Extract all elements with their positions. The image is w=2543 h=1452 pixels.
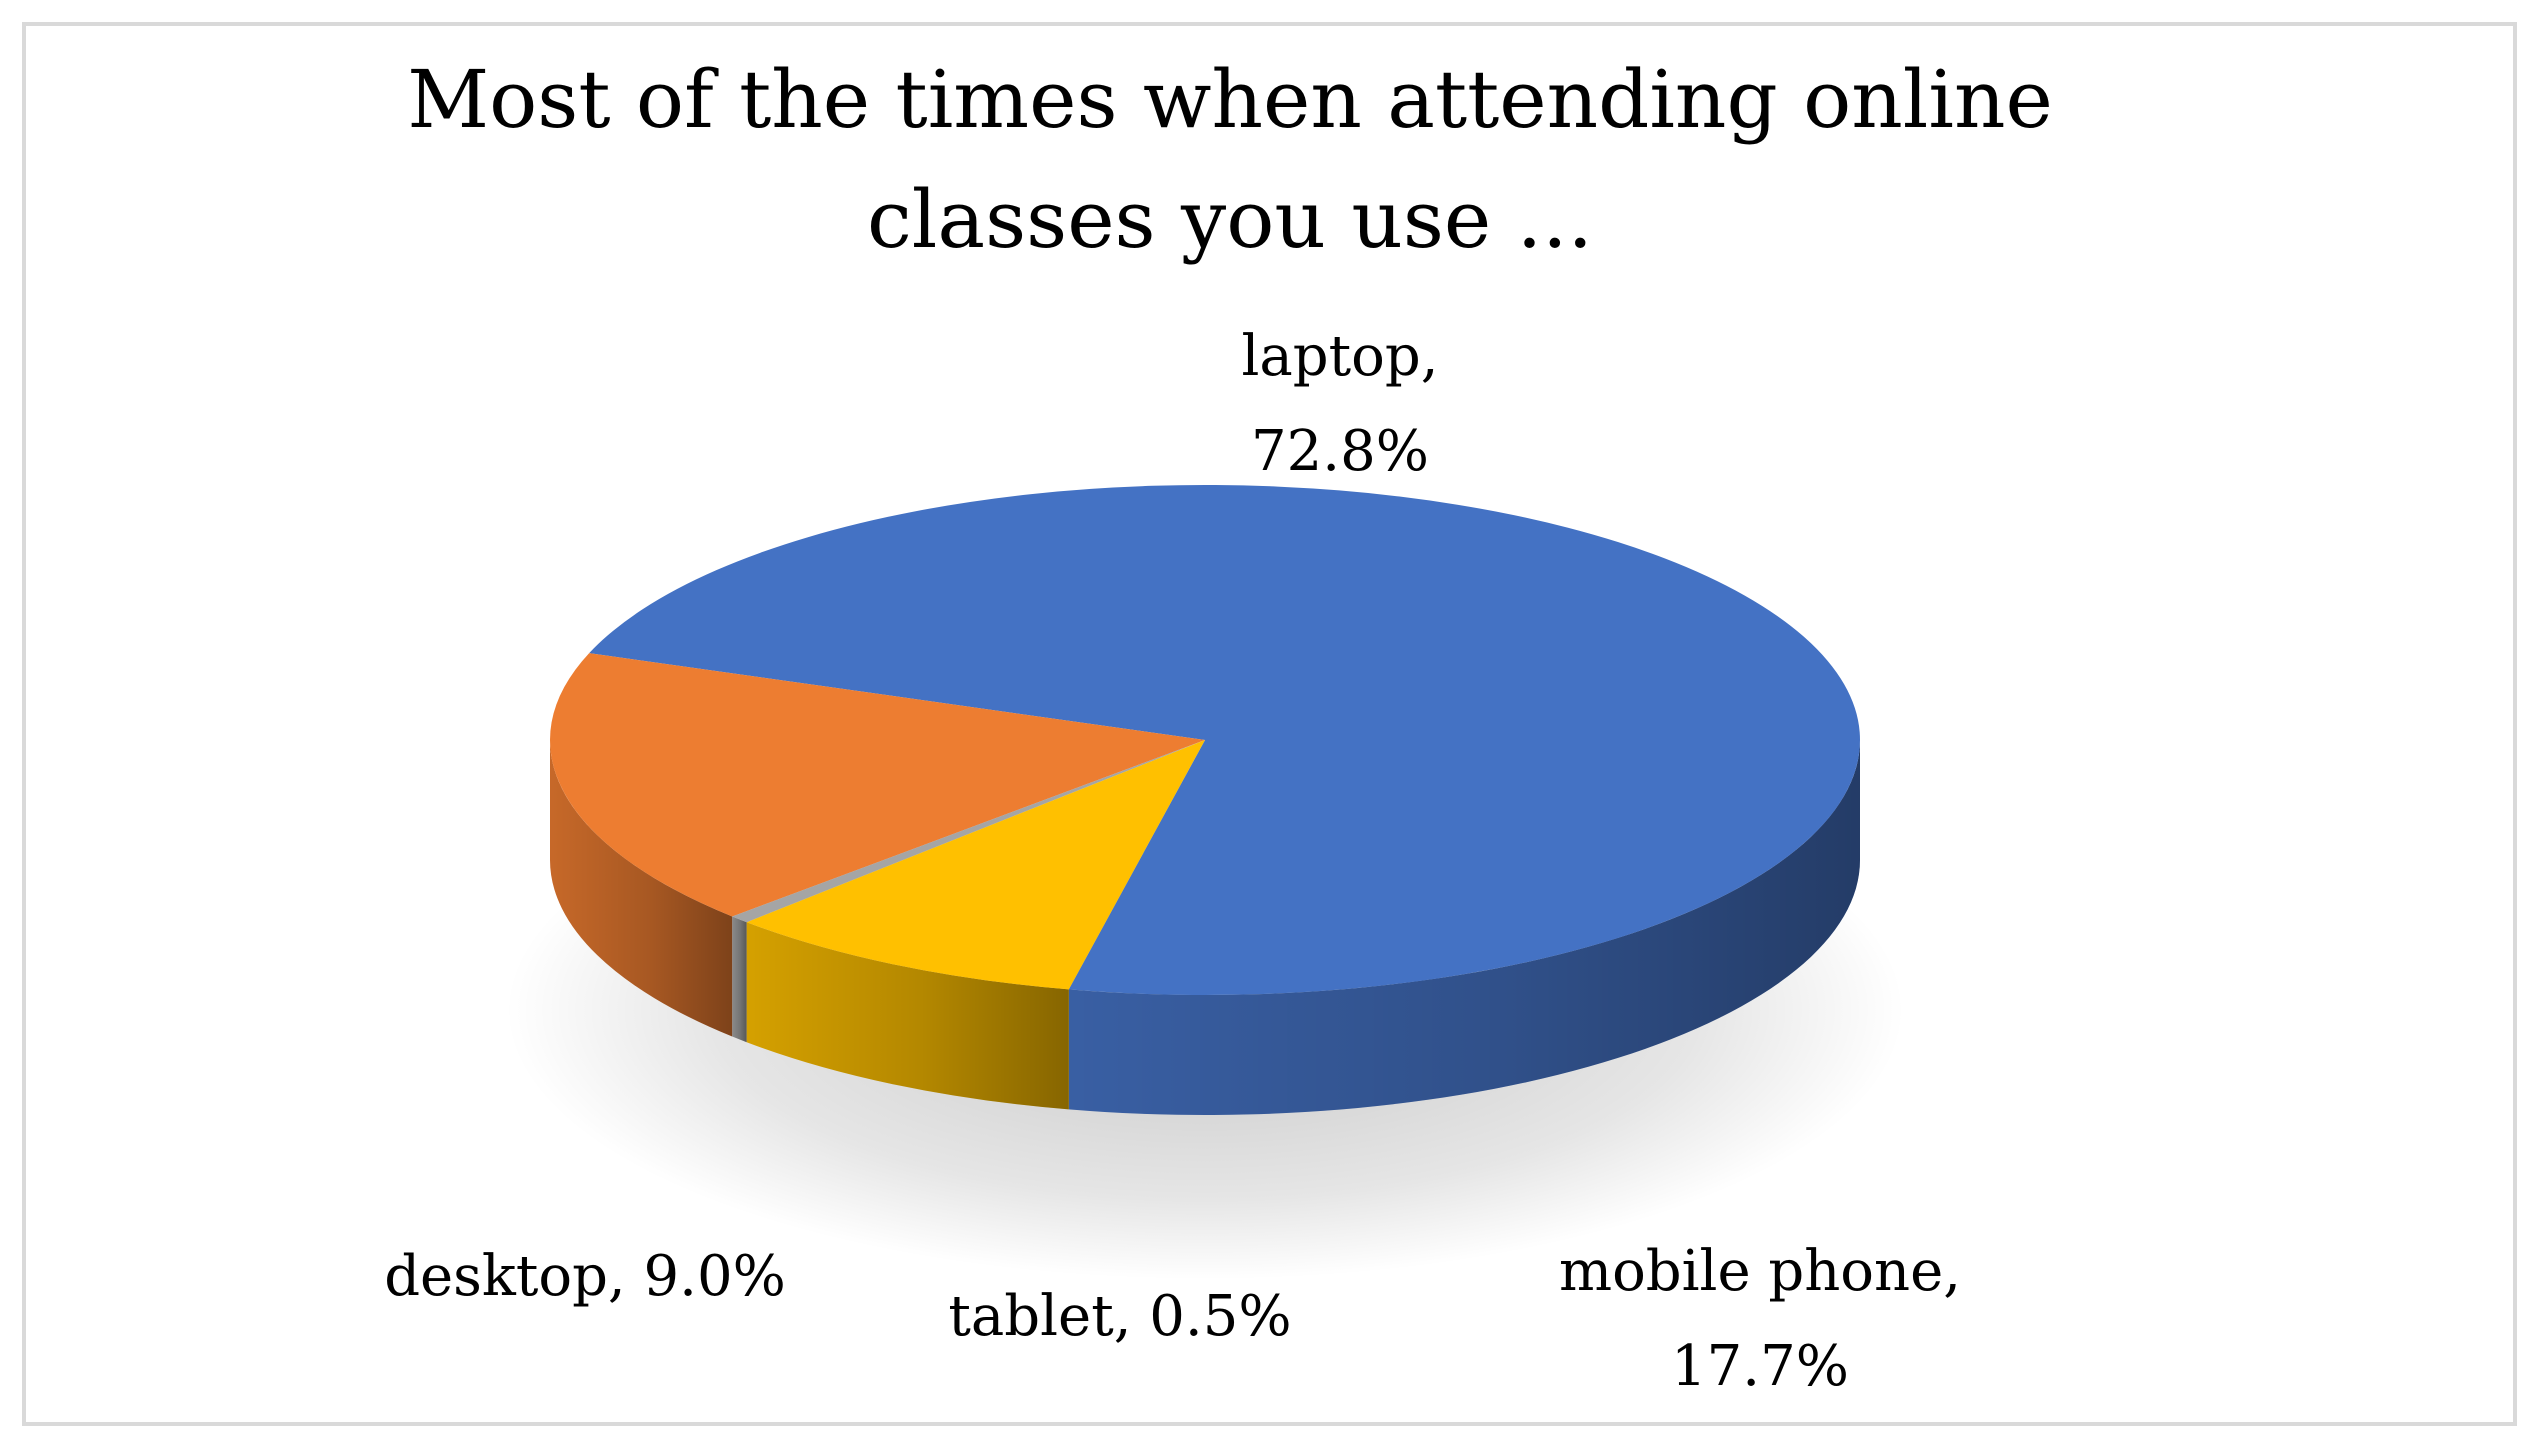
pie-side-shade-tablet bbox=[732, 916, 747, 1043]
data-label-mobile-phone: mobile phone, 17.7% bbox=[1559, 1239, 1961, 1399]
chart-title: Most of the times when attending online … bbox=[407, 53, 2053, 266]
pie-slice-mobile-phone bbox=[550, 653, 1205, 917]
pie-side-shade-mobile-phone bbox=[550, 740, 733, 1037]
pie-slice-desktop bbox=[746, 740, 1205, 990]
data-label-laptop: laptop, 72.8% bbox=[1241, 324, 1438, 484]
pie-side-shade-laptop bbox=[1068, 740, 1860, 1115]
pie-slice-laptop bbox=[589, 485, 1860, 995]
data-label-tablet: tablet, 0.5% bbox=[948, 1284, 1291, 1349]
pie-side-shade-desktop bbox=[746, 922, 1069, 1110]
data-label-desktop: desktop, 9.0% bbox=[384, 1244, 786, 1309]
pie-slice-tablet bbox=[732, 740, 1205, 923]
